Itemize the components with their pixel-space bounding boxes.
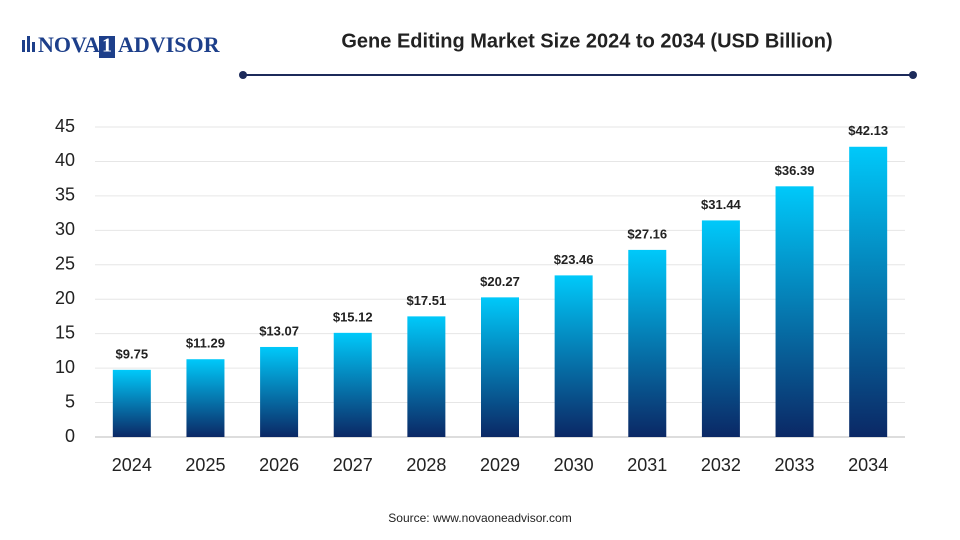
bar xyxy=(628,249,667,437)
bar xyxy=(481,297,519,437)
y-tick-label: 45 xyxy=(55,116,75,136)
y-tick-label: 5 xyxy=(65,391,75,411)
x-tick-label: 2031 xyxy=(627,455,667,475)
logo-icon xyxy=(27,36,30,52)
x-tick-label: 2026 xyxy=(259,455,299,475)
bar xyxy=(186,359,225,437)
value-label: $36.39 xyxy=(775,163,815,178)
y-tick-label: 20 xyxy=(55,288,75,308)
value-label: $15.12 xyxy=(333,309,373,324)
y-tick-label: 15 xyxy=(55,322,75,342)
value-label: $42.13 xyxy=(848,123,888,138)
logo-text: NOVA xyxy=(38,32,100,57)
logo-mark: 1 xyxy=(102,35,112,57)
value-label: $31.44 xyxy=(701,197,742,212)
x-tick-label: 2028 xyxy=(406,455,446,475)
bar xyxy=(407,316,446,437)
rule-dot xyxy=(909,71,917,79)
value-label: $13.07 xyxy=(259,323,299,338)
source: Source: www.novaoneadvisor.com xyxy=(388,511,571,525)
x-tick-label: 2027 xyxy=(333,455,373,475)
bar xyxy=(333,332,372,437)
bar xyxy=(554,275,593,437)
logo-icon xyxy=(32,42,35,52)
x-tick-label: 2025 xyxy=(185,455,225,475)
y-tick-label: 10 xyxy=(55,357,75,377)
logo: NOVA 1 ADVISOR xyxy=(22,32,221,58)
y-tick-label: 25 xyxy=(55,254,75,274)
x-tick-label: 2024 xyxy=(112,455,152,475)
logo-box xyxy=(99,36,115,58)
value-label: $9.75 xyxy=(116,346,149,361)
logo-icon xyxy=(22,40,25,52)
value-label: $17.51 xyxy=(406,293,446,308)
bar xyxy=(775,186,814,437)
x-tick-label: 2030 xyxy=(554,455,594,475)
x-tick-label: 2033 xyxy=(775,455,815,475)
y-tick-label: 30 xyxy=(55,219,75,239)
x-tick-label: 2034 xyxy=(848,455,888,475)
rule-dot xyxy=(239,71,247,79)
bar xyxy=(849,146,888,437)
y-tick-label: 0 xyxy=(65,426,75,446)
value-label: $23.46 xyxy=(554,252,594,267)
chart-title: Gene Editing Market Size 2024 to 2034 (U… xyxy=(341,30,832,52)
y-tick-label: 35 xyxy=(55,185,75,205)
x-tick-label: 2032 xyxy=(701,455,741,475)
logo-text: ADVISOR xyxy=(118,32,221,57)
bar xyxy=(701,220,740,437)
y-tick-label: 40 xyxy=(55,150,75,170)
bar xyxy=(112,369,151,437)
value-label: $20.27 xyxy=(480,274,520,289)
bar xyxy=(260,346,299,437)
value-label: $11.29 xyxy=(186,336,225,351)
value-label: $27.16 xyxy=(627,226,667,241)
x-tick-label: 2029 xyxy=(480,455,520,475)
